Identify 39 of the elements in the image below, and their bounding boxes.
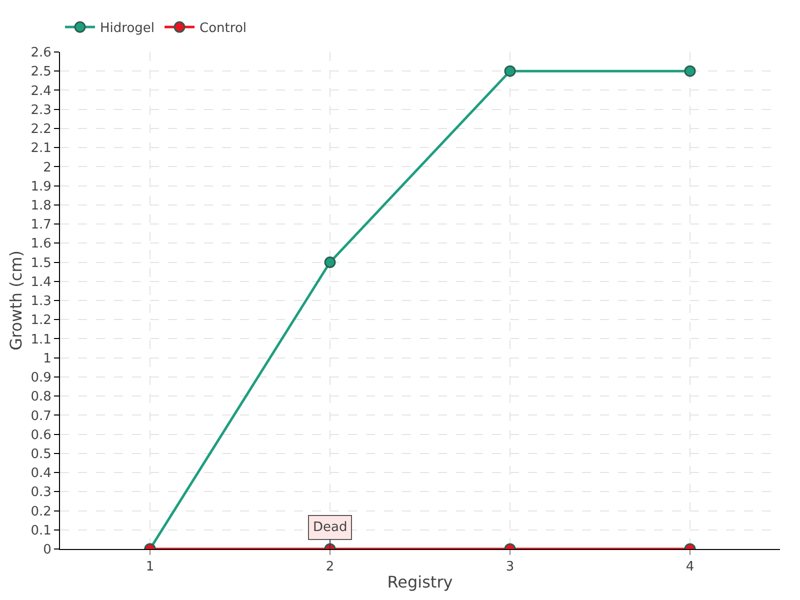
y-tick-label: 2 (43, 160, 52, 176)
y-tick-label: 1.1 (30, 332, 52, 348)
y-tick-label: 0.7 (30, 408, 52, 424)
point (684, 65, 696, 77)
y-tick-label: 0.3 (30, 485, 52, 500)
y-tick-label: 0.1 (30, 523, 52, 538)
y-tick-label: 0.6 (30, 428, 52, 443)
y-tick-label: 1.2 (30, 313, 52, 328)
point (504, 65, 516, 77)
y-tick-label: 1.4 (30, 274, 52, 290)
x-axis-title: Registry (387, 572, 453, 592)
y-axis-title: Growth (cm) (6, 250, 26, 350)
x-tick-label: 3 (506, 560, 514, 575)
y-tick-label: 1.9 (30, 179, 52, 194)
y-tick-label: 2.6 (30, 46, 52, 61)
y-tick-label: 0.9 (30, 370, 52, 386)
y-tick-label: 1.7 (30, 218, 52, 233)
y-tick-label: 1.8 (30, 198, 52, 214)
y-tick-label: 0.8 (30, 390, 52, 405)
y-tick-label: 1 (43, 351, 52, 366)
y-tick-label: 2.3 (30, 102, 52, 118)
y-tick-label: 2.4 (30, 84, 52, 99)
y-tick-label: 0 (43, 542, 52, 558)
legend-label: Hidrogel (100, 21, 155, 36)
legend-label: Control (200, 21, 247, 36)
y-tick-label: 1.6 (30, 236, 52, 252)
y-tick-label: 2.2 (30, 122, 52, 138)
annotation: Dead (313, 520, 348, 535)
y-tick-label: 2.1 (30, 141, 52, 156)
x-tick-label: 1 (146, 560, 154, 575)
point (324, 256, 336, 268)
x-tick-label: 2 (326, 560, 334, 575)
y-tick-label: 1.3 (30, 294, 52, 310)
y-tick-label: 0.2 (30, 504, 52, 520)
y-tick-label: 0.5 (30, 446, 52, 462)
y-tick-label: 2.5 (30, 64, 52, 80)
x-tick-label: 4 (686, 560, 694, 575)
y-tick-label: 1.5 (30, 256, 52, 271)
y-tick-label: 0.4 (30, 466, 52, 482)
